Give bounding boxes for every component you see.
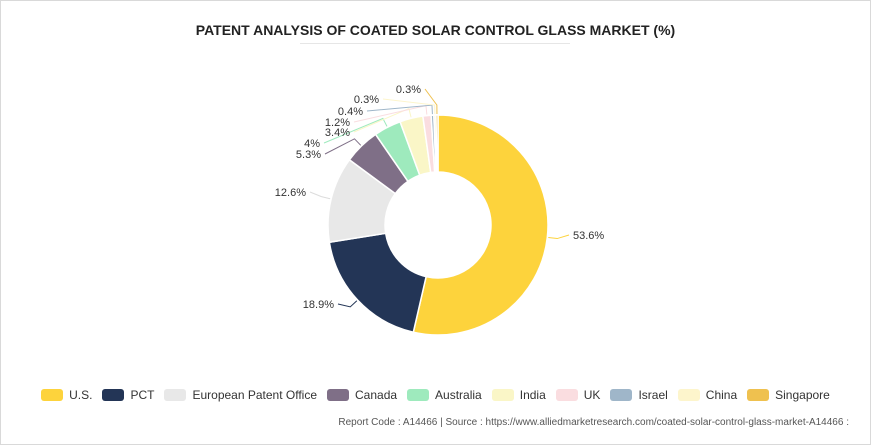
data-label-uk: 1.2%: [325, 117, 350, 129]
leader-line-india: [353, 107, 412, 133]
data-label-u-s: 53.6%: [573, 230, 604, 242]
legend-item-pct[interactable]: PCT: [102, 388, 154, 402]
legend-item-u-s[interactable]: U.S.: [41, 388, 92, 402]
legend-swatch-pct: [102, 389, 125, 401]
legend-swatch-china: [677, 389, 700, 401]
leader-line-china: [382, 98, 436, 115]
legend-item-singapore[interactable]: Singapore: [747, 388, 830, 402]
slice-u-s[interactable]: [412, 114, 549, 336]
legend-swatch-singapore: [747, 389, 770, 401]
legend-item-canada[interactable]: Canada: [327, 388, 397, 402]
data-label-european-patent-office: 12.6%: [275, 187, 306, 199]
donut-chart: 53.6%18.9%12.6%5.3%4%3.4%1.2%0.4%0.3%0.3…: [275, 84, 604, 336]
legend-label-u-s: U.S.: [69, 388, 93, 402]
slice-pct[interactable]: [328, 232, 428, 334]
leader-line-australia: [323, 117, 388, 144]
legend-item-israel[interactable]: Israel: [610, 388, 668, 402]
legend-swatch-israel: [610, 389, 633, 401]
leader-line-singapore: [424, 88, 438, 115]
data-label-israel: 0.4%: [338, 106, 363, 118]
legend-swatch-india: [491, 389, 514, 401]
data-label-china: 0.3%: [354, 94, 379, 106]
legend-item-uk[interactable]: UK: [555, 388, 601, 402]
legend-label-canada: Canada: [355, 388, 398, 402]
legend-swatch-european-patent-office: [164, 389, 187, 401]
legend-swatch-uk: [555, 389, 578, 401]
legend-label-india: India: [519, 388, 546, 402]
legend-label-singapore: Singapore: [775, 388, 830, 402]
leader-line-canada: [324, 138, 362, 155]
legend-swatch-u-s: [41, 389, 64, 401]
data-label-singapore: 0.3%: [396, 84, 421, 96]
chart-legend: U.S. PCT European Patent Office Canada Austr…: [0, 384, 871, 406]
legend-label-pct: PCT: [130, 388, 155, 402]
slice-singapore[interactable]: [435, 114, 439, 173]
report-source-footer: Report Code : A14466 | Source : https://…: [338, 417, 849, 428]
data-label-canada: 5.3%: [296, 149, 321, 161]
legend-swatch-canada: [327, 389, 349, 401]
leader-line-european-patent-office: [309, 191, 331, 200]
leader-line-u-s: [548, 234, 570, 240]
data-label-india: 3.4%: [325, 127, 350, 139]
chart-title: PATENT ANALYSIS OF COATED SOLAR CONTROL …: [195, 22, 676, 38]
legend-item-european-patent-office[interactable]: European Patent Office: [164, 388, 317, 402]
title-underline: [300, 43, 570, 44]
legend-label-australia: Australia: [435, 388, 482, 402]
data-label-pct: 18.9%: [303, 299, 334, 311]
legend-label-china: China: [705, 388, 738, 402]
legend-label-european-patent-office: European Patent Office: [192, 388, 317, 402]
leader-line-pct: [337, 300, 358, 308]
legend-item-australia[interactable]: Australia: [407, 388, 482, 402]
legend-item-china[interactable]: China: [677, 388, 738, 402]
legend-label-israel: Israel: [638, 388, 668, 402]
legend-swatch-australia: [407, 389, 430, 401]
legend-label-uk: UK: [583, 388, 601, 402]
legend-item-india[interactable]: India: [491, 388, 546, 402]
data-label-australia: 4%: [304, 138, 320, 150]
